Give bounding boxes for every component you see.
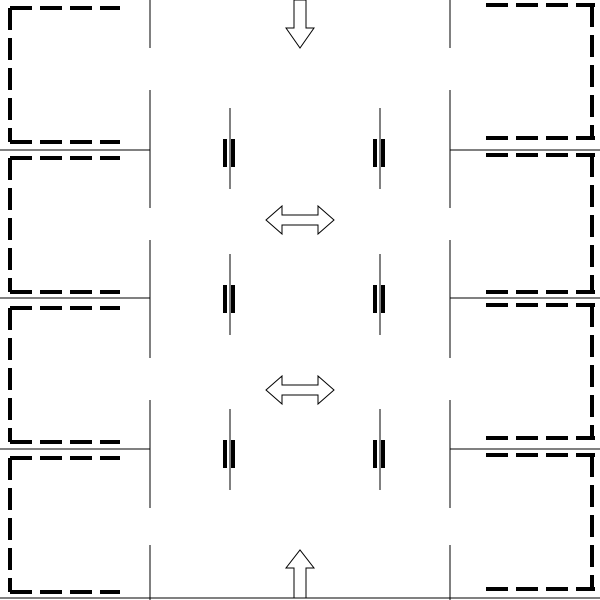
room-right-4: [486, 453, 595, 591]
double-bar-door-icon: [373, 108, 385, 189]
room-right-2: [486, 153, 595, 294]
room-left-1: [8, 6, 120, 144]
room-outlines: [8, 3, 595, 594]
room-right-3: [486, 303, 595, 440]
room-right-1: [486, 3, 595, 140]
double-bar-door-icon: [223, 254, 235, 335]
room-left-4: [8, 456, 120, 594]
room-left-2: [8, 156, 120, 294]
double-arrow-icon: [265, 204, 335, 236]
down-arrow-icon: [285, 0, 315, 49]
double-bar-door-icon: [223, 409, 235, 490]
flow-arrows: [265, 0, 335, 599]
double-bar-door-icon: [373, 254, 385, 335]
room-left-3: [8, 306, 120, 444]
double-arrow-icon: [265, 374, 335, 406]
double-bar-door-icon: [223, 108, 235, 189]
door-symbols: [223, 108, 385, 490]
double-bar-door-icon: [373, 409, 385, 490]
up-arrow-icon: [284, 549, 316, 599]
